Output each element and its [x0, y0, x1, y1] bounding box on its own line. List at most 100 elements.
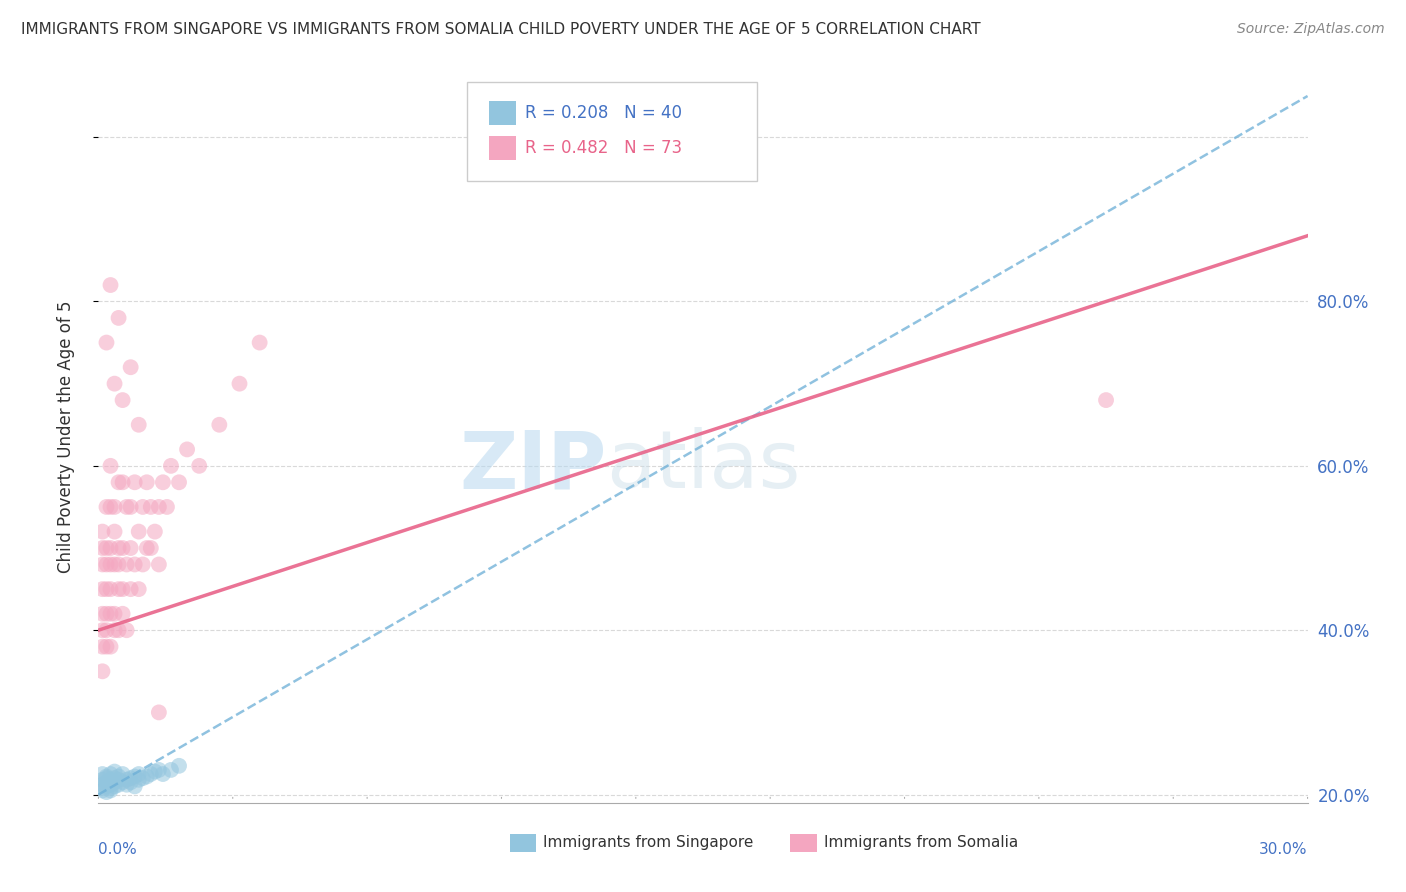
- Point: [96, 780, 118, 794]
- Point: [100, 767, 122, 781]
- Point: [135, 475, 157, 490]
- Point: [107, 624, 129, 638]
- Point: [103, 771, 125, 785]
- Point: [100, 783, 122, 797]
- Point: [132, 500, 155, 514]
- Point: [107, 310, 129, 325]
- Point: [107, 475, 129, 490]
- Point: [115, 772, 138, 787]
- Point: [160, 458, 183, 473]
- Point: [124, 475, 146, 490]
- Point: [148, 763, 170, 777]
- Point: [91, 780, 114, 795]
- Point: [139, 500, 162, 514]
- Point: [124, 770, 146, 784]
- Point: [100, 458, 122, 473]
- FancyBboxPatch shape: [489, 102, 516, 125]
- Point: [100, 780, 122, 795]
- Point: [143, 524, 166, 539]
- Point: [249, 335, 271, 350]
- Point: [176, 442, 198, 457]
- Point: [91, 783, 114, 797]
- Point: [148, 558, 170, 572]
- Point: [103, 764, 125, 779]
- Point: [160, 763, 183, 777]
- Point: [103, 376, 125, 391]
- Text: Immigrants from Somalia: Immigrants from Somalia: [824, 835, 1018, 850]
- Point: [91, 778, 114, 792]
- Point: [96, 500, 118, 514]
- Point: [107, 778, 129, 792]
- Point: [91, 524, 114, 539]
- Point: [111, 475, 134, 490]
- Point: [148, 706, 170, 720]
- Point: [188, 458, 211, 473]
- Point: [96, 770, 118, 784]
- Point: [103, 780, 125, 794]
- FancyBboxPatch shape: [790, 833, 817, 852]
- Text: ZIP: ZIP: [458, 427, 606, 506]
- Text: IMMIGRANTS FROM SINGAPORE VS IMMIGRANTS FROM SOMALIA CHILD POVERTY UNDER THE AGE: IMMIGRANTS FROM SINGAPORE VS IMMIGRANTS …: [21, 22, 981, 37]
- Point: [111, 767, 134, 781]
- Point: [124, 780, 146, 794]
- Point: [100, 778, 122, 792]
- Point: [167, 759, 190, 773]
- Point: [96, 541, 118, 555]
- Point: [128, 772, 150, 787]
- Point: [120, 500, 142, 514]
- Point: [111, 541, 134, 555]
- Text: atlas: atlas: [606, 427, 800, 506]
- Text: 30.0%: 30.0%: [1260, 842, 1308, 856]
- Point: [111, 607, 134, 621]
- Point: [115, 778, 138, 792]
- Point: [107, 772, 129, 787]
- Point: [100, 607, 122, 621]
- Point: [120, 541, 142, 555]
- Point: [96, 582, 118, 596]
- Point: [91, 772, 114, 787]
- Point: [135, 541, 157, 555]
- Y-axis label: Child Poverty Under the Age of 5: Child Poverty Under the Age of 5: [56, 301, 75, 574]
- Point: [132, 558, 155, 572]
- Point: [96, 335, 118, 350]
- Point: [120, 771, 142, 785]
- Point: [128, 524, 150, 539]
- Point: [96, 558, 118, 572]
- Point: [107, 541, 129, 555]
- Point: [91, 640, 114, 654]
- Point: [100, 640, 122, 654]
- Text: 0.0%: 0.0%: [98, 842, 138, 856]
- Point: [152, 475, 174, 490]
- Point: [120, 360, 142, 375]
- Point: [100, 772, 122, 787]
- Point: [1095, 393, 1118, 408]
- Text: R = 0.482   N = 73: R = 0.482 N = 73: [526, 139, 682, 157]
- Point: [128, 417, 150, 432]
- Point: [91, 558, 114, 572]
- Point: [115, 624, 138, 638]
- Point: [96, 607, 118, 621]
- Point: [228, 376, 250, 391]
- Point: [103, 500, 125, 514]
- Point: [96, 775, 118, 789]
- Point: [124, 558, 146, 572]
- Point: [91, 624, 114, 638]
- Point: [139, 767, 162, 781]
- Point: [100, 558, 122, 572]
- Point: [96, 624, 118, 638]
- FancyBboxPatch shape: [509, 833, 536, 852]
- Point: [100, 500, 122, 514]
- Point: [91, 665, 114, 679]
- Point: [208, 417, 231, 432]
- Point: [156, 500, 179, 514]
- Point: [107, 582, 129, 596]
- Point: [103, 524, 125, 539]
- Point: [120, 775, 142, 789]
- Point: [135, 770, 157, 784]
- Point: [91, 607, 114, 621]
- Point: [91, 767, 114, 781]
- Point: [107, 558, 129, 572]
- Point: [115, 500, 138, 514]
- Point: [143, 764, 166, 779]
- Point: [107, 770, 129, 784]
